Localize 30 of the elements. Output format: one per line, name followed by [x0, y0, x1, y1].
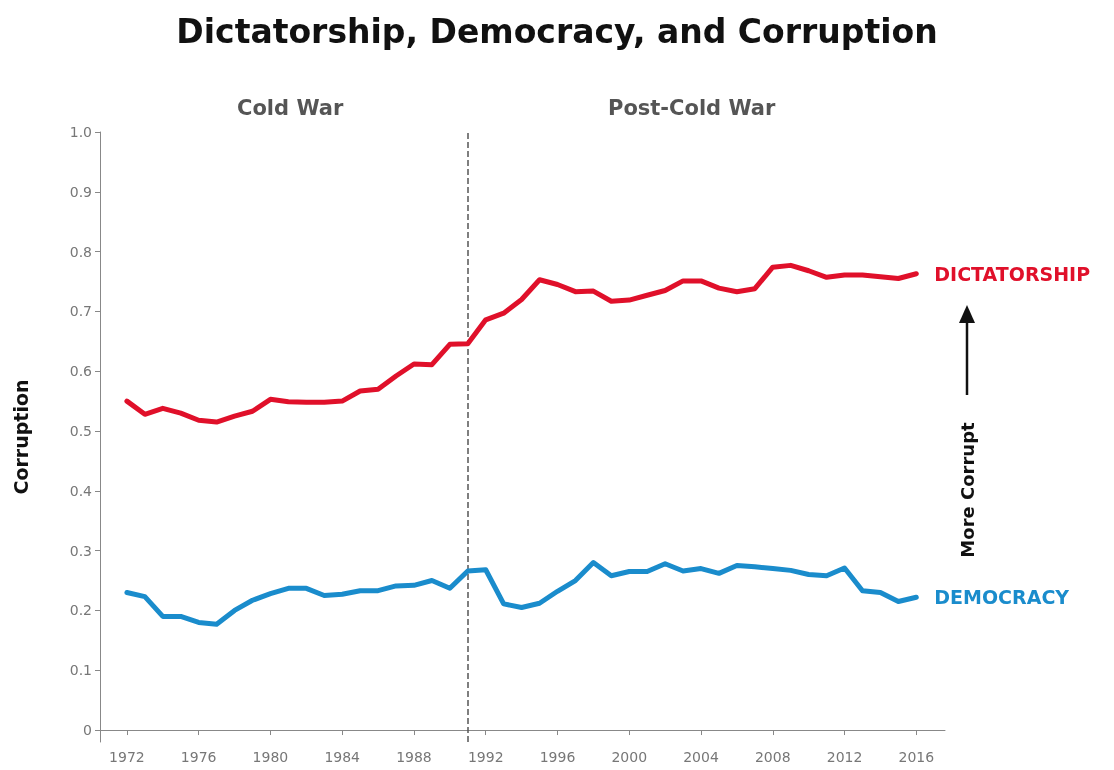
- x-tick-label: 1980: [252, 749, 289, 765]
- series-label: DICTATORSHIP: [934, 262, 1091, 285]
- x-tick-label: 2012: [826, 749, 863, 765]
- y-tick-label: 1.0: [69, 124, 92, 140]
- y-axis-title: Corruption: [9, 379, 32, 495]
- x-tick-label: 1996: [539, 749, 576, 765]
- y-tick-label: 0.5: [69, 423, 92, 440]
- y-tick-label: 0.6: [69, 363, 93, 380]
- x-tick-label: 2016: [898, 749, 935, 765]
- x-tick-label: 2008: [754, 749, 791, 765]
- y-tick-label: 0: [83, 722, 92, 739]
- y-tick-label: 0.4: [69, 482, 93, 499]
- y-tick-label: 0.7: [69, 303, 92, 320]
- y-tick-label: 0.9: [69, 183, 92, 200]
- y-tick-label: 0.3: [69, 542, 92, 559]
- series-label: DEMOCRACY: [934, 586, 1070, 609]
- y-tick-label: 0.1: [69, 662, 92, 679]
- x-tick-label: 2004: [683, 749, 719, 765]
- x-tick-label: 1976: [180, 749, 217, 765]
- x-tick-label: 2000: [611, 749, 648, 765]
- x-tick-label: 1972: [109, 749, 145, 765]
- x-tick-label: 1992: [467, 749, 504, 765]
- x-tick-label: 1984: [324, 749, 361, 765]
- x-tick-label: 1988: [396, 749, 432, 765]
- y-tick-label: 0.8: [69, 243, 92, 260]
- text: Cold War: [237, 95, 344, 120]
- y-tick-label: 0.2: [69, 602, 92, 619]
- chart-title: Dictatorship, Democracy, and Corruption: [176, 12, 938, 51]
- text: Post-Cold War: [608, 95, 777, 120]
- text: More Corrupt: [956, 421, 978, 558]
